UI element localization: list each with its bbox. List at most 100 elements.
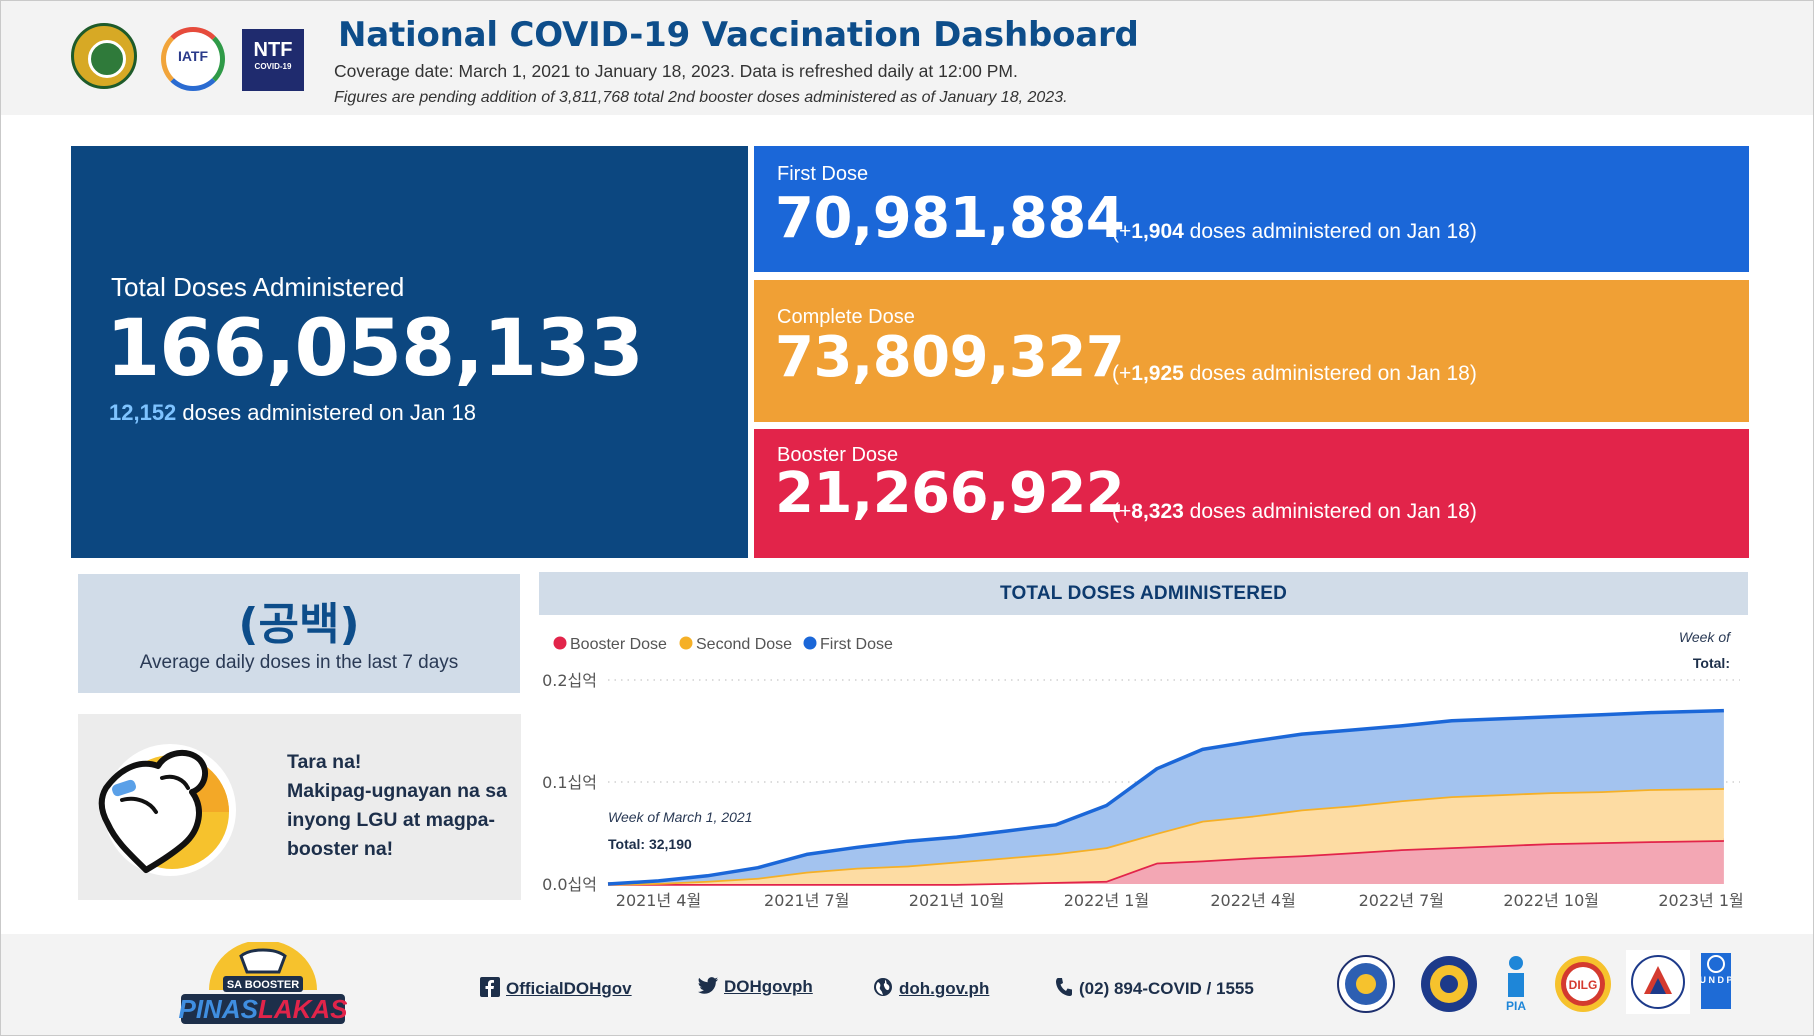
complete-dose-daily: (+1,925 doses administered on Jan 18) <box>1112 362 1477 386</box>
footer-bar: SA BOOSTER PINASLAKAS OfficialDOHgov DOH… <box>1 934 1813 1035</box>
chart-tooltips: Week of March 1, 2021 Total: 32,190 Week… <box>608 629 1732 852</box>
y-tick-label-0: 0.0십억 <box>542 875 597 894</box>
partner-agency-seal-logo <box>1626 950 1690 1014</box>
x-tick-label-2: 2021년 10월 <box>909 891 1005 910</box>
booster-dose-label: Booster Dose <box>777 444 899 466</box>
booster-dose-daily-value: 8,323 <box>1131 500 1184 523</box>
total-doses-card: Total Doses Administered 166,058,133 12,… <box>71 146 748 558</box>
logo-top-text: SA BOOSTER <box>227 979 299 991</box>
booster-dose-card: Booster Dose 21,266,922 (+8,323 doses ad… <box>754 429 1749 558</box>
legend-first-dose-label[interactable]: First Dose <box>820 636 893 653</box>
total-doses-label: Total Doses Administered <box>111 272 405 302</box>
first-dose-daily-value: 1,904 <box>1131 220 1184 243</box>
total-doses-area-chart[interactable]: Booster Dose Second Dose First Dose 0.0십억0… <box>539 622 1749 922</box>
y-tick-label-1: 0.1십억 <box>542 773 597 792</box>
complete-dose-daily-value: 1,925 <box>1131 362 1184 385</box>
booster-promo-card: Tara na! Makipag-ugnayan na sa inyong LG… <box>78 714 521 900</box>
avg-daily-value: (공백) <box>238 599 360 650</box>
avg-daily-card: (공백) Average daily doses in the last 7 d… <box>78 574 520 693</box>
phone-icon <box>1056 978 1072 996</box>
x-tick-label-4: 2022년 4월 <box>1210 891 1295 910</box>
first-dose-daily-prefix: (+ <box>1112 220 1132 243</box>
tooltip-left-total: Total: 32,190 <box>608 836 692 852</box>
booster-dose-daily-prefix: (+ <box>1112 500 1132 523</box>
ntf-logo-text: NTF <box>253 39 293 61</box>
undp-logo: U N D P <box>1701 953 1731 1009</box>
booster-dose-area[interactable] <box>608 840 1724 884</box>
pcoo-seal-logo <box>1421 956 1477 1012</box>
first-dose-value: 70,981,884 <box>775 186 1125 251</box>
chart-title: TOTAL DOSES ADMINISTERED <box>999 583 1287 604</box>
pending-note-text: Figures are pending addition of 3,811,76… <box>334 89 1068 106</box>
promo-line-2: Makipag-ugnayan na sa inyong LGU at magp… <box>287 780 507 860</box>
website-link[interactable]: doh.gov.ph <box>873 977 989 999</box>
x-tick-label-5: 2022년 7월 <box>1359 891 1444 910</box>
facebook-link-text[interactable]: OfficialDOHgov <box>506 979 632 998</box>
header-bar: IATF NTF COVID-19 National COVID-19 Vacc… <box>1 1 1813 115</box>
chart-x-axis: 2021년 4월 2021년 7월 2021년 10월 2022년 1월 2022년 4… <box>616 891 1744 910</box>
dilg-logo-text: DILG <box>1569 978 1598 992</box>
first-dose-line[interactable] <box>607 708 1724 886</box>
y-tick-label-2: 0.2십억 <box>542 671 597 690</box>
total-daily-label: doses administered on Jan 18 <box>176 400 476 425</box>
complete-dose-label: Complete Dose <box>777 306 915 328</box>
x-tick-label-6: 2022년 10월 <box>1503 891 1599 910</box>
facebook-icon <box>480 977 500 997</box>
undp-logo-text: U N D P <box>1701 975 1731 985</box>
iatf-logo: IATF <box>161 27 225 91</box>
logo-bottom-text-lakas: LAKAS <box>258 994 347 1024</box>
logo-bottom-text: PINASLAKAS <box>179 994 347 1024</box>
booster-dose-daily-suffix: doses administered on Jan 18) <box>1183 500 1477 523</box>
complete-dose-card: Complete Dose 73,809,327 (+1,925 doses a… <box>754 280 1749 422</box>
second-dose-area[interactable] <box>608 788 1724 884</box>
twitter-link[interactable]: DOHgovph <box>698 977 813 997</box>
tooltip-right-total: Total: <box>1693 655 1730 671</box>
first-dose-label: First Dose <box>777 163 869 185</box>
chart-legend[interactable]: Booster Dose Second Dose First Dose <box>553 636 894 653</box>
pia-logo: PIA <box>1506 956 1526 1013</box>
phone-hotline: (02) 894-COVID / 1555 <box>1055 977 1254 999</box>
page-title: National COVID-19 Vaccination Dashboard <box>338 15 1139 55</box>
booster-dose-daily: (+8,323 doses administered on Jan 18) <box>1112 500 1477 524</box>
total-daily-text: 12,152 doses administered on Jan 18 <box>109 400 476 426</box>
first-dose-card: First Dose 70,981,884 (+1,904 doses admi… <box>754 146 1749 272</box>
ntf-logo: NTF COVID-19 <box>242 29 304 91</box>
sa-booster-pinas-lakas-logo: SA BOOSTER PINASLAKAS <box>179 942 347 1024</box>
legend-second-dose-marker[interactable] <box>679 636 693 650</box>
iatf-logo-text: IATF <box>177 48 209 64</box>
doh-seal-logo <box>71 23 137 89</box>
first-dose-daily: (+1,904 doses administered on Jan 18) <box>1112 220 1477 244</box>
x-tick-label-7: 2023년 1월 <box>1658 891 1743 910</box>
ntf-logo-subtext: COVID-19 <box>254 62 292 71</box>
coverage-date-text: Coverage date: March 1, 2021 to January … <box>334 61 1018 81</box>
total-daily-value: 12,152 <box>109 400 177 425</box>
legend-first-dose-marker[interactable] <box>803 636 817 650</box>
legend-booster-dose-marker[interactable] <box>553 636 567 650</box>
first-dose-daily-suffix: doses administered on Jan 18) <box>1183 220 1477 243</box>
avg-daily-label: Average daily doses in the last 7 days <box>139 652 459 673</box>
legend-booster-dose-label[interactable]: Booster Dose <box>570 636 667 653</box>
chart-areas[interactable] <box>607 708 1724 886</box>
twitter-icon <box>698 977 718 994</box>
legend-second-dose-label[interactable]: Second Dose <box>696 636 792 653</box>
first-dose-area[interactable] <box>608 710 1724 884</box>
complete-dose-daily-suffix: doses administered on Jan 18) <box>1183 362 1477 385</box>
pia-logo-text: PIA <box>1506 999 1526 1013</box>
website-link-text[interactable]: doh.gov.ph <box>899 979 990 998</box>
logo-bottom-text-pinas: PINAS <box>179 994 259 1024</box>
complete-dose-daily-prefix: (+ <box>1112 362 1132 385</box>
chart-header: TOTAL DOSES ADMINISTERED <box>539 572 1748 615</box>
promo-line-1: Tara na! <box>287 751 362 773</box>
facebook-link[interactable]: OfficialDOHgov <box>480 977 632 999</box>
office-of-president-seal-logo <box>1337 955 1395 1013</box>
tooltip-left-week: Week of March 1, 2021 <box>608 809 752 825</box>
x-tick-label-3: 2022년 1월 <box>1064 891 1149 910</box>
complete-dose-value: 73,809,327 <box>775 325 1125 390</box>
twitter-link-text[interactable]: DOHgovph <box>724 977 813 996</box>
x-tick-label-0: 2021년 4월 <box>616 891 701 910</box>
flexed-arm-icon <box>98 744 236 876</box>
booster-dose-value: 21,266,922 <box>775 461 1125 526</box>
x-tick-label-1: 2021년 7월 <box>764 891 849 910</box>
booster-promo-text: Tara na! Makipag-ugnayan na sa inyong LG… <box>287 748 512 864</box>
chart-y-axis: 0.0십억 0.1십억 0.2십억 <box>542 671 597 894</box>
